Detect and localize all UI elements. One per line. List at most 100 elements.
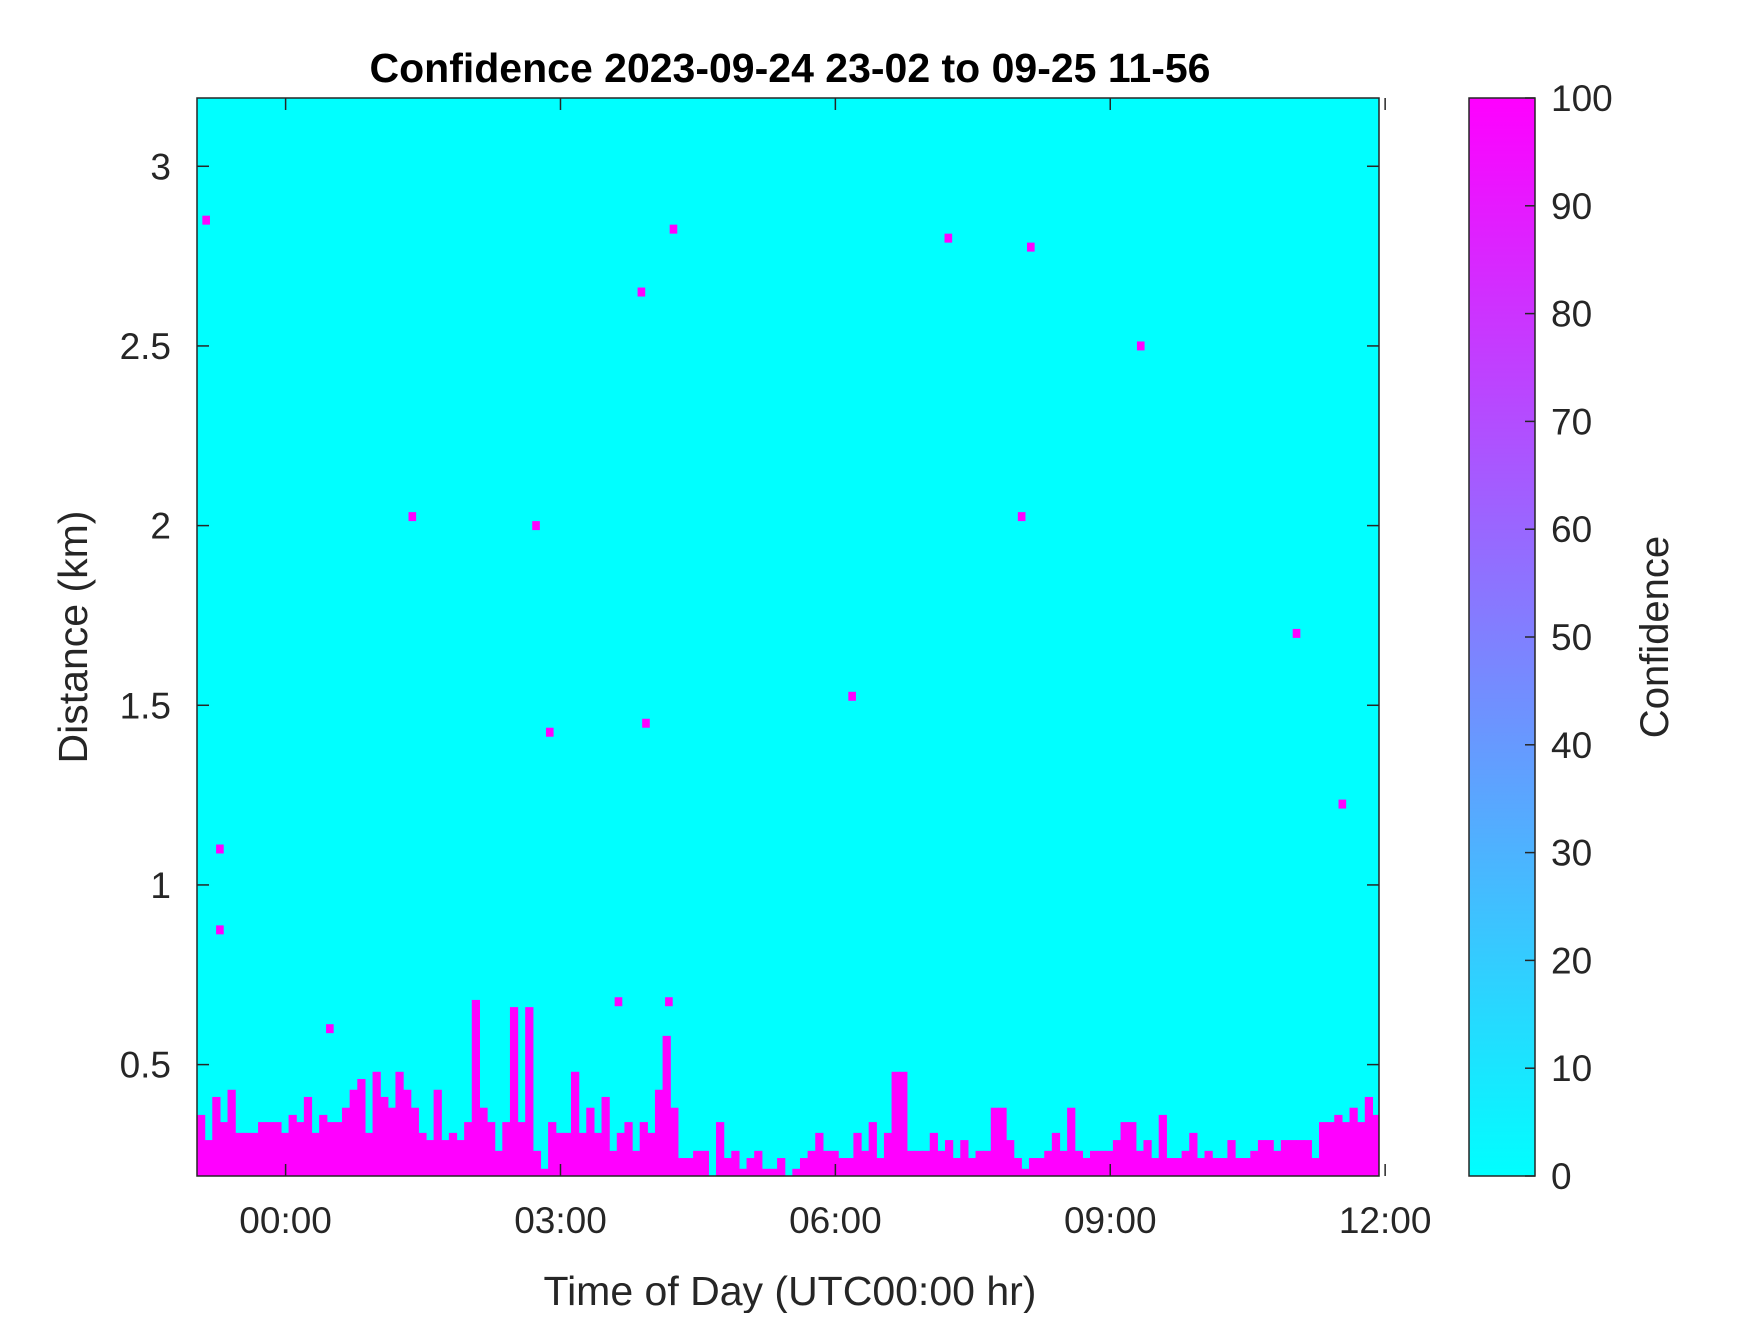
- heatmap-cell: [403, 1089, 412, 1176]
- heatmap-cell: [1074, 1150, 1083, 1176]
- heatmap-cell: [1189, 1132, 1198, 1176]
- colorbar-tick-label: 0: [1551, 1156, 1572, 1197]
- heatmap-cell: [1158, 1114, 1167, 1176]
- heatmap-cell: [1311, 1158, 1320, 1176]
- heatmap-cell: [654, 1089, 664, 1176]
- heatmap-cell: [1135, 1150, 1145, 1176]
- heatmap-cell: [1027, 242, 1035, 252]
- colorbar-tick-label: 100: [1551, 78, 1613, 119]
- heatmap-cell: [540, 1168, 549, 1176]
- heatmap-cell: [273, 1122, 282, 1176]
- heatmap-cell: [494, 1150, 503, 1176]
- heatmap-cell: [1433, 1133, 1441, 1176]
- heatmap-cell: [922, 1150, 931, 1176]
- heatmap-cell: [761, 1168, 771, 1176]
- colorbar-tick-label: 10: [1551, 1048, 1592, 1089]
- heatmap-cell: [555, 1132, 564, 1176]
- heatmap-cell: [532, 521, 540, 531]
- heatmap-cell: [1388, 1122, 1396, 1176]
- heatmap-cell: [845, 1158, 854, 1176]
- heatmap-cell: [578, 1132, 587, 1176]
- colorbar-axis: 0 10 20 30 40 50 60 70 80 90 100: [1525, 78, 1613, 1197]
- heatmap-cell: [502, 1122, 511, 1176]
- heatmap-cell: [1326, 1122, 1335, 1176]
- heatmap-cell: [242, 1132, 252, 1176]
- heatmap-cell: [1364, 1096, 1374, 1176]
- heatmap-cell: [601, 1096, 610, 1176]
- heatmap-cell: [1128, 1122, 1137, 1176]
- heatmap-cell: [754, 1150, 763, 1176]
- heatmap-cell: [1441, 1133, 1449, 1176]
- heatmap-cell: [746, 1158, 755, 1176]
- heatmap-cell: [642, 718, 650, 728]
- heatmap-cell: [906, 1150, 916, 1176]
- colorbar-label: Confidence: [1633, 536, 1677, 738]
- heatmap-cell: [216, 925, 224, 935]
- heatmap-cell: [807, 1150, 816, 1176]
- y-tick-label: 1.5: [120, 685, 171, 726]
- heatmap-cell: [731, 1150, 740, 1176]
- heatmap-cell: [250, 1132, 259, 1176]
- heatmap-cell: [1292, 628, 1301, 638]
- heatmap-cell: [357, 1078, 366, 1176]
- heatmap-cell: [891, 1071, 900, 1176]
- heatmap-cell: [364, 1132, 374, 1176]
- heatmap-cell: [1372, 1114, 1379, 1176]
- heatmap-cell: [1380, 1108, 1388, 1176]
- heatmap-cell: [670, 1107, 679, 1176]
- heatmap-cell: [838, 1158, 847, 1176]
- heatmap-cell: [235, 1132, 244, 1176]
- colorbar-tick-label: 90: [1551, 186, 1592, 227]
- heatmap-cell: [1013, 1158, 1022, 1176]
- heatmap-cell: [1166, 1158, 1175, 1176]
- heatmap-cell: [525, 1007, 534, 1176]
- heatmap-cell: [509, 1007, 519, 1176]
- x-tick-label: 06:00: [789, 1200, 882, 1241]
- heatmap-cell: [1250, 1150, 1259, 1176]
- heatmap-cell: [303, 1096, 313, 1176]
- y-tick-label: 2: [150, 506, 171, 547]
- heatmap-cell: [665, 997, 673, 1007]
- heatmap-cell: [647, 1132, 656, 1176]
- heatmap-cell: [202, 215, 210, 225]
- heatmap-cell: [433, 1089, 442, 1176]
- heatmap-cell: [593, 1132, 603, 1176]
- heatmap-cell: [1143, 1140, 1152, 1176]
- y-tick-label: 1: [150, 865, 171, 906]
- colorbar-tick-label: 50: [1551, 617, 1592, 658]
- y-tick-label: 2.5: [120, 326, 171, 367]
- heatmap-cell: [929, 1132, 938, 1176]
- heatmap-cell: [349, 1089, 358, 1176]
- colorbar: [1468, 97, 1536, 1177]
- heatmap-cell: [693, 1150, 702, 1176]
- heatmap-cell: [1051, 1132, 1061, 1176]
- colorbar-tick-label: 70: [1551, 401, 1592, 442]
- heatmap-cell: [1411, 1122, 1419, 1176]
- heatmap-cell: [1105, 1150, 1114, 1176]
- heatmap-cell: [960, 1140, 969, 1176]
- colorbar-tick-label: 40: [1551, 725, 1592, 766]
- heatmap-cell: [861, 1150, 870, 1176]
- heatmap-cell: [1456, 1122, 1464, 1176]
- heatmap-cell: [1418, 1151, 1426, 1176]
- heatmap-cell: [769, 1168, 778, 1176]
- heatmap-cell: [1426, 1133, 1434, 1176]
- heatmap-cell: [1067, 1107, 1076, 1176]
- heatmap-cell: [296, 1122, 305, 1176]
- heatmap-cell: [1403, 1122, 1411, 1176]
- heatmap-cell: [219, 1122, 229, 1176]
- heatmap-cell: [853, 1132, 862, 1176]
- heatmap-cell: [1112, 1140, 1122, 1176]
- y-tick-label: 3: [150, 146, 171, 187]
- heatmap-cell: [952, 1158, 961, 1176]
- heatmap-cell: [1341, 1122, 1351, 1176]
- heatmap-cell: [197, 1114, 206, 1176]
- heatmap-cell: [288, 1114, 297, 1176]
- heatmap-cell: [410, 1107, 419, 1176]
- heatmap-cell: [425, 1140, 435, 1176]
- heatmap-cell: [983, 1150, 992, 1176]
- heatmap-cell: [311, 1132, 320, 1176]
- heatmap-cell: [815, 1132, 824, 1176]
- heatmap-cell: [899, 1071, 908, 1176]
